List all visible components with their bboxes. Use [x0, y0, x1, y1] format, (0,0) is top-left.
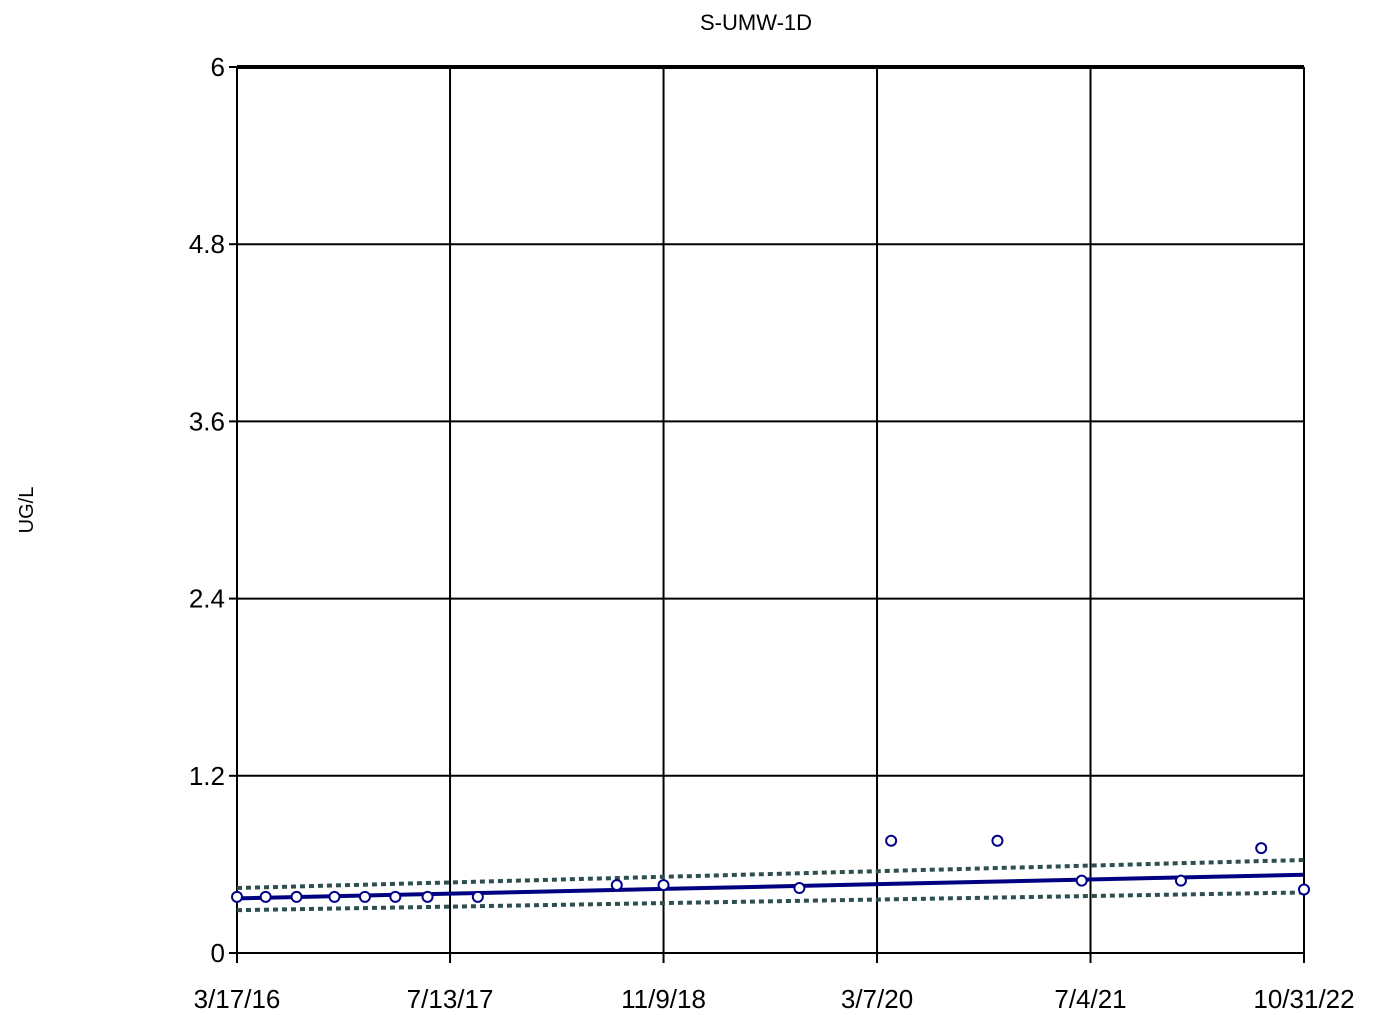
data-point: [290, 890, 303, 903]
y-tick-label: 1.2: [189, 761, 225, 791]
y-tick-label: 0: [211, 938, 225, 968]
data-point: [389, 890, 402, 903]
x-tick-label: 3/7/20: [841, 984, 913, 1014]
trend-line-segment: [236, 872, 1305, 901]
data-point: [1075, 874, 1088, 887]
chart-title: S-UMW-1D: [700, 10, 812, 35]
x-tick-label: 7/13/17: [407, 984, 494, 1014]
confidence-band: [236, 857, 1305, 913]
data-point: [259, 890, 272, 903]
data-point: [1255, 842, 1268, 855]
data-point: [421, 890, 434, 903]
x-tick-label: 7/4/21: [1054, 984, 1126, 1014]
data-point: [991, 834, 1004, 847]
y-tick-label: 2.4: [189, 584, 225, 614]
y-tick-label: 6: [211, 52, 225, 82]
data-point: [471, 890, 484, 903]
data-point: [885, 834, 898, 847]
data-point: [358, 890, 371, 903]
tick-labels: 0 1.2 2.4 3.6 4.8 6 3/17/16 7/13/17 11/9/18 3/7/2…: [189, 52, 1355, 1014]
data-point: [328, 890, 341, 903]
x-tick-label: 10/31/22: [1253, 984, 1354, 1014]
data-point: [793, 882, 806, 895]
y-axis-label: UG/L: [16, 487, 38, 534]
data-point: [657, 879, 670, 892]
data-points: [231, 834, 1310, 903]
lower-confidence-line: [236, 890, 1305, 913]
data-point: [1174, 874, 1187, 887]
x-tick-label: 11/9/18: [621, 984, 706, 1014]
data-point: [1298, 883, 1310, 896]
grid: [229, 65, 1305, 963]
x-tick-label: 3/17/16: [194, 984, 281, 1014]
y-tick-label: 3.6: [189, 406, 225, 436]
y-tick-label: 4.8: [189, 229, 225, 259]
upper-confidence-line: [236, 857, 1305, 891]
data-point: [231, 890, 243, 903]
trend-line: [236, 872, 1305, 901]
data-point: [610, 879, 623, 892]
